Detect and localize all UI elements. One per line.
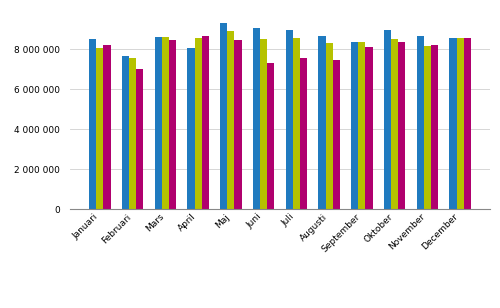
Bar (188, 48, 194, 209)
Bar (220, 23, 228, 209)
Bar (194, 38, 202, 209)
Bar (391, 39, 398, 209)
Bar (351, 42, 358, 209)
Bar (464, 38, 471, 209)
Bar (260, 39, 267, 209)
Bar (169, 40, 176, 209)
Bar (136, 69, 143, 209)
Bar (366, 47, 372, 209)
Bar (293, 38, 300, 209)
Bar (431, 45, 438, 209)
Bar (104, 45, 110, 209)
Bar (384, 30, 391, 209)
Bar (398, 42, 406, 209)
Bar (122, 56, 129, 209)
Bar (202, 36, 209, 209)
Bar (253, 28, 260, 209)
Bar (358, 42, 366, 209)
Bar (96, 48, 103, 209)
Bar (286, 30, 293, 209)
Bar (129, 58, 136, 209)
Bar (162, 37, 169, 209)
Bar (89, 39, 96, 209)
Bar (228, 31, 234, 209)
Bar (318, 36, 326, 209)
Bar (267, 63, 274, 209)
Bar (300, 58, 307, 209)
Bar (154, 37, 162, 209)
Bar (424, 46, 431, 209)
Bar (416, 36, 424, 209)
Bar (456, 38, 464, 209)
Bar (332, 60, 340, 209)
Bar (450, 38, 456, 209)
Bar (326, 43, 332, 209)
Bar (234, 40, 242, 209)
